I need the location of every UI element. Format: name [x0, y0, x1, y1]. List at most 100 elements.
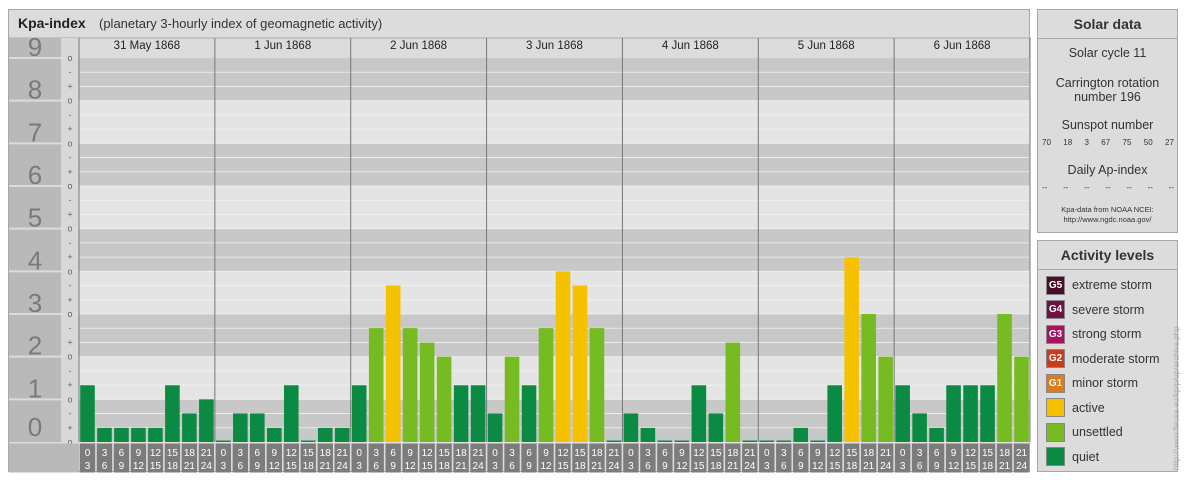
kp-bar: [640, 427, 656, 442]
sunspot-value: 3: [1084, 138, 1089, 147]
kp-bar: [538, 328, 554, 442]
hour-slot-cell: [96, 443, 113, 473]
sunspot-values: 70 18 3 67 75 50 27: [1042, 138, 1174, 147]
legend-item-minor-storm: G1 minor storm: [1046, 373, 1138, 393]
kp-bar: [725, 342, 741, 442]
day-label: 2 Jun 1868: [390, 40, 447, 52]
hour-slot-end: 24: [608, 461, 620, 472]
sunspot-value: 75: [1122, 138, 1132, 147]
hour-slot-end: 12: [269, 461, 281, 472]
hour-slot-start: 21: [473, 448, 485, 459]
hour-slot-start: 21: [880, 448, 892, 459]
kp-bar: [199, 399, 214, 442]
hour-slot-cell: [147, 443, 164, 473]
kp-bar: [623, 413, 639, 442]
hour-slot-end: 6: [102, 461, 108, 472]
hour-slot-cell: [640, 443, 656, 473]
y-subtick-label: o: [67, 352, 72, 362]
kp-bar: [368, 328, 384, 442]
hour-slot-end: 3: [356, 461, 362, 472]
y-tick-label: 9: [28, 32, 42, 62]
hour-slot-start: 12: [150, 448, 162, 459]
kp-bar: [589, 328, 605, 442]
kp-bar: [419, 342, 435, 442]
kp-bar: [657, 440, 673, 442]
hour-slot-start: 6: [119, 448, 125, 459]
ap-index-value: --: [1168, 183, 1174, 192]
hour-slot-start: 18: [863, 448, 875, 459]
legend-item-unsettled: unsettled: [1046, 422, 1123, 442]
hour-slot-start: 18: [591, 448, 603, 459]
hour-slot-cell: [623, 443, 639, 473]
y-tick-label: 3: [28, 288, 42, 318]
hour-slot-cell: [555, 443, 571, 473]
kp-bar: [148, 427, 163, 442]
activity-levels-title: Activity levels: [1060, 247, 1155, 263]
legend-label: severe storm: [1072, 302, 1145, 317]
kp-bar: [250, 413, 265, 442]
kp-bar: [487, 413, 503, 442]
hour-slot-cell: [810, 443, 826, 473]
hour-slot-end: 18: [574, 461, 586, 472]
kp-bar: [283, 385, 299, 442]
y-subtick-label: -: [69, 110, 72, 120]
kp-bar: [233, 413, 248, 442]
y-subtick-label: -: [69, 409, 72, 419]
y-tick-label: 1: [28, 373, 42, 403]
kp-bar: [742, 440, 758, 442]
legend-label: active: [1072, 400, 1105, 415]
kp-bar: [555, 271, 571, 442]
y-subtick-label: o: [67, 394, 72, 404]
kp-bar: [606, 440, 622, 442]
ap-index-value: --: [1126, 183, 1132, 192]
kpa-chart-panel: 0 1 2 3 4 5 6 7 8 9 + o + o - + o - + o - + o - + o - + o - + o - + o - o -31…: [8, 9, 1031, 473]
hour-slot-end: 24: [337, 461, 349, 472]
legend-item-quiet: quiet: [1046, 447, 1099, 467]
kp-bar: [504, 356, 520, 442]
hour-slot-start: 0: [492, 448, 498, 459]
hour-slot-start: 3: [373, 448, 379, 459]
hour-slot-end: 18: [982, 461, 994, 472]
kp-bar: [300, 440, 316, 442]
hour-slot-start: 21: [337, 448, 349, 459]
y-subtick-label: +: [67, 252, 72, 262]
hour-slot-end: 15: [286, 461, 298, 472]
level-band: [79, 143, 1030, 186]
y-subtick-label: -: [69, 281, 72, 291]
hour-slot-end: 12: [405, 461, 417, 472]
kp-bar: [182, 413, 197, 442]
hour-slot-end: 12: [676, 461, 688, 472]
y-axis-footer: [9, 443, 79, 473]
chart-title: Kpa-index: [18, 15, 86, 31]
kp-bar: [946, 385, 961, 442]
kp-bar: [267, 427, 282, 442]
y-tick-label: 2: [28, 331, 42, 361]
hour-slot-cell: [113, 443, 130, 473]
legend-label: extreme storm: [1072, 278, 1152, 292]
hour-slot-start: 9: [272, 448, 278, 459]
hour-slot-cell: [453, 443, 469, 473]
hour-slot-cell: [130, 443, 147, 473]
watermark: http://www.fleuse.eu/kp/p/up/archive.php: [1172, 326, 1181, 470]
y-tick-label: 7: [28, 117, 42, 147]
kp-bar: [317, 427, 333, 442]
y-subtick-label: -: [69, 366, 72, 376]
kpa-chart: 0123456789+o+o-+o-+o-+o-+o-+o-+o-+o-o-31…: [9, 32, 1031, 473]
hour-slot-start: 15: [846, 448, 858, 459]
hour-slot-start: 21: [201, 448, 213, 459]
hour-slot-cell: [674, 443, 690, 473]
level-band: [79, 314, 1030, 357]
hour-slot-cell: [979, 443, 996, 473]
kp-bar: [759, 440, 775, 442]
hour-slot-end: 18: [303, 461, 315, 472]
hour-slot-start: 12: [557, 448, 569, 459]
hour-slot-end: 3: [900, 461, 906, 472]
kp-bar: [402, 328, 418, 442]
day-label: 6 Jun 1868: [934, 40, 991, 52]
hour-slot-cell: [283, 443, 299, 473]
y-subtick-label: +: [67, 380, 72, 390]
hour-slot-start: 3: [509, 448, 515, 459]
hour-slot-end: 24: [473, 461, 485, 472]
hour-slot-cell: [436, 443, 452, 473]
hour-slot-start: 6: [526, 448, 532, 459]
